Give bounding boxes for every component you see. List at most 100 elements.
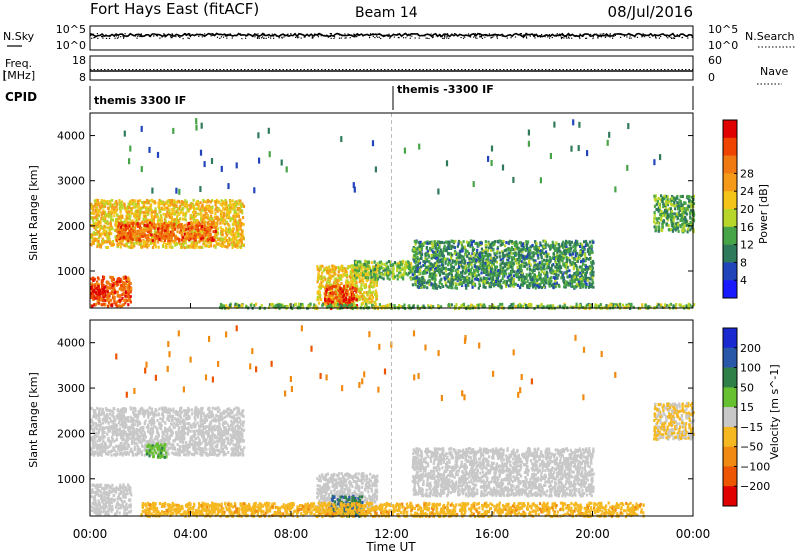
data-cell: [439, 248, 442, 252]
data-cell: [209, 229, 212, 233]
data-cell: [114, 209, 118, 213]
data-cell: [532, 265, 535, 269]
data-cell: [113, 301, 116, 305]
data-cell: [112, 277, 115, 281]
data-cell: [170, 214, 173, 218]
data-cell: [459, 275, 462, 279]
data-cell: [204, 239, 207, 243]
data-cell: [459, 249, 462, 253]
data-cell: [109, 221, 112, 224]
data-cell: [518, 271, 521, 275]
data-cell: [331, 264, 334, 268]
nsearch-point: [620, 33, 622, 35]
data-cell: [147, 236, 150, 240]
data-cell: [358, 295, 361, 299]
nsearch-point: [493, 35, 495, 37]
data-cell: [487, 263, 491, 267]
data-cell: [344, 267, 347, 271]
data-cell: [118, 202, 121, 206]
nsearch-point: [234, 34, 236, 36]
data-cell: [563, 271, 566, 275]
data-cell: [393, 261, 397, 264]
data-cell: [157, 245, 160, 249]
data-cell: [319, 266, 322, 270]
data-cell: [358, 264, 361, 268]
data-cell: [472, 239, 475, 243]
nsearch-point: [575, 35, 577, 38]
data-cell: [478, 284, 481, 287]
data-cell: [416, 246, 420, 250]
data-cell: [347, 292, 350, 296]
data-cell: [487, 282, 490, 286]
data-cell: [183, 232, 186, 236]
data-cell: [104, 200, 107, 204]
nsearch-point: [210, 35, 212, 37]
data-cell: [115, 202, 119, 206]
data-cell: [370, 273, 373, 277]
data-cell: [96, 299, 99, 303]
nsearch-point: [566, 37, 568, 39]
data-cell: [231, 245, 234, 249]
data-cell: [181, 200, 184, 204]
data-cell: [320, 298, 323, 302]
data-cell: [532, 254, 535, 258]
data-cell: [129, 300, 132, 304]
data-cell: [234, 235, 237, 239]
data-cell: [456, 267, 459, 271]
data-cell: [484, 285, 487, 289]
data-cell: [206, 214, 209, 218]
data-cell: [212, 230, 215, 234]
nsearch-point: [216, 36, 219, 38]
data-cell: [328, 294, 331, 297]
data-cell: [325, 281, 328, 285]
nsearch-point: [239, 33, 241, 35]
data-cell: [229, 219, 232, 223]
data-cell: [324, 290, 328, 294]
data-cell: [109, 223, 112, 227]
data-cell: [334, 282, 337, 286]
data-cell: [566, 265, 569, 269]
data-cell: [105, 298, 109, 302]
data-cell: [94, 208, 97, 212]
data-cell: [224, 231, 228, 235]
data-cell: [570, 277, 573, 281]
nsearch-point: [544, 36, 546, 38]
data-cell: [129, 229, 132, 233]
data-cell: [227, 204, 230, 208]
data-cell: [157, 223, 160, 227]
nsearch-point: [561, 36, 564, 39]
data-cell: [496, 246, 499, 250]
data-cell: [173, 212, 176, 216]
data-cell: [109, 291, 112, 295]
data-cell: [579, 271, 582, 275]
data-cell: [502, 266, 505, 270]
data-cell: [572, 264, 575, 268]
nsearch-point: [599, 33, 601, 35]
data-cell: [414, 259, 417, 263]
data-cell: [555, 273, 558, 277]
data-cell: [117, 238, 120, 241]
nsearch-point: [113, 35, 116, 37]
data-cell: [325, 283, 328, 287]
data-cell: [150, 241, 153, 245]
data-cell: [119, 210, 122, 214]
data-cell: [456, 252, 459, 256]
data-cell: [212, 219, 215, 223]
data-cell: [358, 297, 361, 301]
data-cell: [130, 243, 134, 247]
data-cell: [96, 212, 99, 215]
data-cell: [378, 271, 381, 275]
data-cell: [218, 218, 221, 222]
data-cell: [240, 243, 243, 247]
nsearch-point: [603, 33, 605, 35]
data-cell: [450, 263, 453, 267]
nsearch-point: [526, 37, 528, 39]
nsearch-point: [94, 36, 96, 38]
data-cell: [590, 283, 593, 286]
data-cell: [223, 203, 226, 207]
data-cell: [440, 277, 443, 281]
data-cell: [118, 298, 121, 302]
nsearch-point: [447, 33, 449, 36]
data-cell: [205, 231, 209, 235]
nsearch-label: N.Search: [745, 30, 795, 43]
